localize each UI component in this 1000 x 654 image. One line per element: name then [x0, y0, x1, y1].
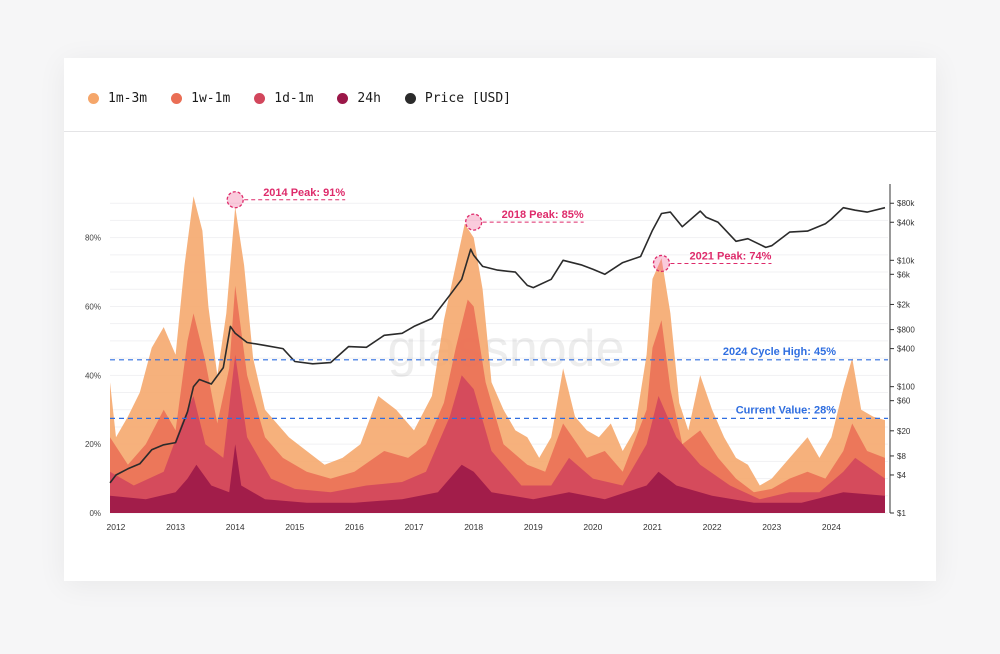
- legend-divider: [64, 131, 936, 132]
- legend-item-1m-3m[interactable]: 1m-3m: [88, 91, 147, 106]
- axes: 2012 2013 2014 2015 2016 2017 2018 2019 2020 2021…: [85, 184, 915, 532]
- peak-label: 2014 Peak: 91%: [263, 187, 345, 199]
- x-tick-label: 2018: [464, 522, 483, 532]
- x-tick-label: 2022: [703, 522, 722, 532]
- y-left-tick-label: 80%: [85, 234, 101, 243]
- x-tick-label: 2017: [405, 522, 424, 532]
- peak-label: 2021 Peak: 74%: [689, 250, 771, 262]
- peak-marker: [652, 254, 671, 273]
- legend-item-24h[interactable]: 24h: [337, 90, 381, 106]
- watermark: glassnode: [387, 320, 624, 378]
- legend-item-1d-1m[interactable]: 1d-1m: [254, 91, 313, 106]
- y-right-tick-label: $2k: [897, 300, 911, 309]
- x-tick-label: 2013: [166, 522, 185, 532]
- area-1m-3m: [110, 196, 885, 514]
- legend-label: Price [USD]: [424, 90, 511, 106]
- chart-canvas: glassnode 2024 Cycle High: 45% Current Va…: [85, 184, 915, 532]
- legend-label: 1d-1m: [274, 90, 314, 106]
- peak-annotations: 2014 Peak: 91% 2018 Peak: 85% 2021 Peak: 7…: [226, 187, 772, 273]
- legend-label: 1w-1m: [191, 90, 231, 106]
- y-right-tick-label: $6k: [897, 270, 911, 279]
- legend-item-price[interactable]: Price [USD]: [404, 90, 511, 106]
- y-right-tick-label: $1: [897, 509, 906, 518]
- area-1d-1m: [110, 354, 885, 513]
- y-right-tick-label: $100: [897, 383, 915, 392]
- x-tick-label: 2023: [762, 522, 781, 532]
- legend-item-1w-1m[interactable]: 1w-1m: [171, 91, 230, 106]
- y-right-tick-label: $400: [897, 345, 915, 354]
- y-left-tick-label: 0%: [89, 509, 101, 518]
- legend-label: 24h: [357, 90, 381, 106]
- x-tick-label: 2021: [643, 522, 662, 532]
- area-24h: [110, 444, 885, 513]
- peak-label: 2018 Peak: 85%: [502, 209, 584, 221]
- y-right-tick-label: $800: [897, 326, 915, 335]
- y-right-tick-label: $20: [897, 427, 911, 436]
- y-right-tick-label: $10k: [897, 256, 915, 265]
- x-tick-label: 2024: [822, 522, 841, 532]
- area-series: [110, 196, 885, 514]
- reference-label: Current Value: 28%: [736, 404, 836, 416]
- peak-marker: [226, 191, 244, 209]
- y-right-tick-label: $4: [897, 471, 906, 480]
- x-tick-label: 2019: [524, 522, 543, 532]
- y-right-tick-label: $40k: [897, 218, 915, 227]
- y-left-tick-label: 60%: [85, 302, 101, 311]
- price-series: [109, 206, 886, 484]
- reference-lines: 2024 Cycle High: 45% Current Value: 28%: [110, 346, 888, 419]
- x-tick-label: 2015: [285, 522, 304, 532]
- chart-card: 1m-3m 1w-1m 1d-1m 24h Price [USD] glassn…: [64, 58, 936, 581]
- legend: 1m-3m 1w-1m 1d-1m 24h Price [USD]: [88, 88, 535, 108]
- x-tick-label: 2016: [345, 522, 364, 532]
- legend-dot-icon: [404, 92, 416, 104]
- x-tick-label: 2012: [107, 522, 126, 532]
- x-tick-label: 2020: [583, 522, 602, 532]
- price-line: [109, 206, 886, 484]
- y-left-tick-label: 20%: [85, 440, 101, 449]
- y-right-tick-label: $60: [897, 397, 911, 406]
- x-tick-label: 2014: [226, 522, 245, 532]
- legend-dot-icon: [254, 92, 266, 104]
- y-right-tick-label: $80k: [897, 199, 915, 208]
- legend-dot-icon: [171, 92, 183, 104]
- y-right-tick-label: $8: [897, 452, 906, 461]
- peak-marker: [465, 213, 483, 231]
- y-left-tick-label: 40%: [85, 371, 101, 380]
- legend-dot-icon: [337, 92, 349, 104]
- legend-label: 1m-3m: [108, 90, 148, 106]
- reference-label: 2024 Cycle High: 45%: [723, 346, 836, 358]
- legend-dot-icon: [88, 92, 99, 104]
